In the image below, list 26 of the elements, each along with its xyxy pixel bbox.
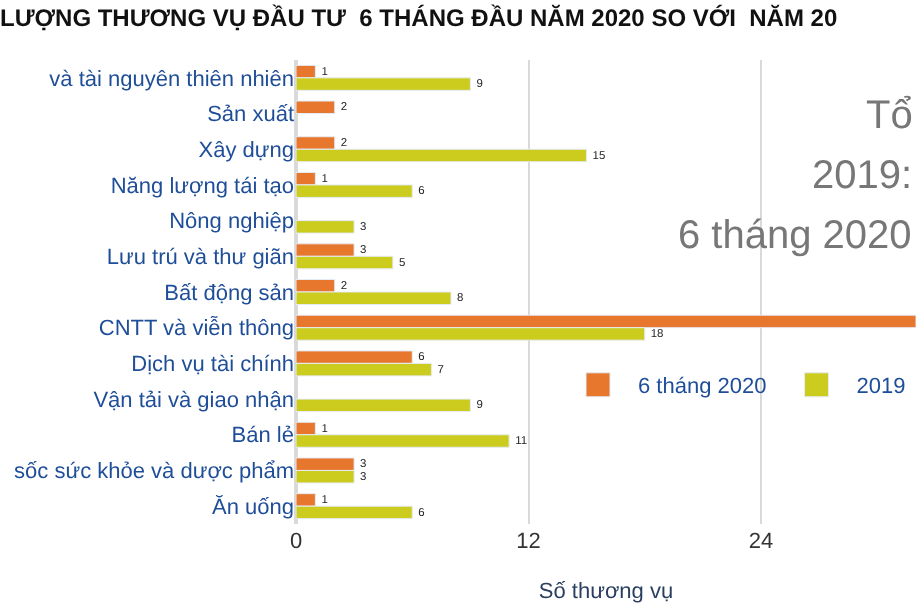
y-tick-label: Năng lượng tái tạo <box>110 174 294 199</box>
y-tick-label: Xây dựng <box>198 138 294 163</box>
annotation: 2019: <box>812 154 913 198</box>
y-tick-label: Bán lẻ <box>231 424 294 449</box>
y-tick-label: sốc sức khỏe và dược phẩm <box>14 460 294 485</box>
annotation: 6 tháng 2020 <box>678 214 912 258</box>
legend-label: 2019 <box>856 375 906 400</box>
y-tick-label: Dịch vụ tài chính <box>131 353 294 378</box>
x-tick-label: 12 <box>516 530 541 554</box>
x-tick-label: 24 <box>748 530 774 554</box>
y-tick-label: CNTT và viễn thông <box>98 315 294 342</box>
y-tick-label: Bất động sản <box>164 281 294 306</box>
annotation: Tổ <box>866 94 913 138</box>
chart-title: LƯỢNG THƯƠNG VỤ ĐẦU TƯ 6 THÁNG ĐẦU NĂM 2020 SO VỚI NĂM 20 <box>0 3 838 32</box>
bar <box>296 220 355 234</box>
x-axis-title: Số thương vụ <box>538 580 674 605</box>
y-tick-label: Ăn uống <box>212 493 294 520</box>
y-tick-label: Lưu trú và thư giãn <box>106 246 294 270</box>
bar <box>296 100 336 115</box>
legend-label: 6 tháng 2020 <box>638 375 767 400</box>
y-tick-label: và tài nguyên thiên nhiên <box>49 67 294 92</box>
y-tick-label: Vận tải và giao nhận <box>93 388 294 413</box>
x-tick-label: 0 <box>289 530 303 554</box>
bar <box>296 398 471 413</box>
y-tick-label: Sản xuất <box>207 103 294 128</box>
y-tick-label: Nông nghiệp <box>169 210 294 235</box>
